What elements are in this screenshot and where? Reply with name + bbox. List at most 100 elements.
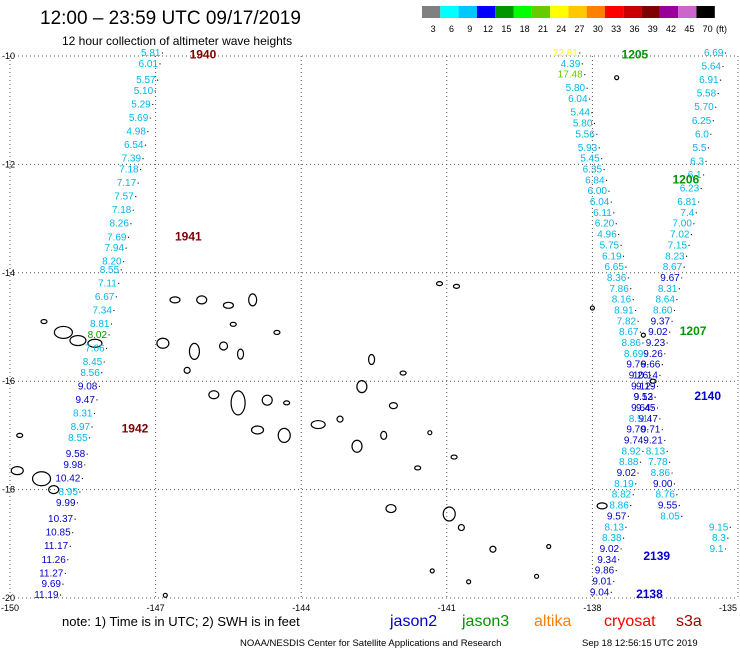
- legend-swatch: [586, 6, 605, 18]
- island-outline: [222, 301, 234, 309]
- wave-height-label: 9.47: [75, 395, 95, 406]
- island-outlines: [10, 75, 657, 598]
- wave-height-label: 9.01: [592, 576, 612, 587]
- map-area: 5.816.015.575.105.295.694.986.547.397.18…: [9, 48, 739, 601]
- track-point-marker: [79, 491, 81, 493]
- wave-height-label: 7.02: [670, 230, 690, 241]
- track-point-marker: [676, 299, 678, 301]
- track-point-marker: [647, 429, 649, 431]
- wave-height-label: 9.23: [646, 338, 666, 349]
- track-point-marker: [584, 74, 586, 76]
- track-point-marker: [664, 353, 666, 355]
- track-point-marker: [724, 548, 727, 550]
- wave-height-label: 4.98: [126, 127, 146, 138]
- island-outline: [183, 366, 191, 374]
- wave-height-label: 8.20: [102, 257, 122, 268]
- track-point-marker: [678, 288, 680, 290]
- wave-height-label: 6.20: [595, 219, 615, 230]
- legend-swatch: [568, 6, 587, 18]
- wave-height-label: 9.69: [41, 579, 61, 590]
- wave-height-label: 9.15: [709, 522, 729, 533]
- island-outline: [229, 321, 237, 327]
- wave-height-label: 8.67: [663, 262, 683, 273]
- wave-height-label: 6.91: [699, 75, 719, 86]
- satellite-legend-jason2: jason2: [389, 613, 437, 630]
- track-point-marker: [598, 147, 600, 149]
- track-point-marker: [686, 255, 688, 257]
- island-outline: [69, 334, 87, 347]
- wave-height-label: 9.47: [638, 414, 658, 425]
- track-point-marker: [91, 426, 93, 428]
- track-point-marker: [727, 537, 729, 539]
- legend-swatch: [659, 6, 679, 18]
- wave-height-label: 9.02: [648, 327, 668, 338]
- axis-tick-labels: -150 -147 -144 -141 -138 -135 -10 -12 -14 -16 -18 -…: [1, 51, 737, 613]
- wave-height-label: 5.57: [136, 75, 156, 86]
- track-point-marker: [622, 537, 625, 539]
- track-point-marker: [693, 223, 695, 225]
- wave-height-label: 6.04: [590, 197, 610, 208]
- footer-timestamp: Sep 18 12:56:15 UTC 2019: [582, 638, 698, 649]
- wave-height-label: 9.52: [634, 392, 654, 403]
- lon-tick-label: -138: [583, 603, 601, 613]
- wave-height-label: 9.21: [643, 436, 663, 447]
- track-left: 5.816.015.575.105.295.694.986.547.397.18…: [34, 48, 164, 601]
- track-point-marker: [605, 179, 608, 181]
- track-point-marker: [149, 117, 151, 119]
- legend-swatch: [641, 6, 660, 18]
- track-point-marker: [712, 120, 714, 122]
- track-point-marker: [581, 63, 583, 65]
- island-outline: [614, 75, 620, 81]
- track-point-marker: [81, 477, 83, 480]
- legend-swatch: [531, 6, 551, 18]
- legend-tick-label: 15: [501, 24, 511, 34]
- wave-height-label: 5.44: [571, 108, 591, 119]
- track-point-marker: [93, 412, 96, 415]
- island-outline: [596, 502, 608, 510]
- wave-height-label: 8.02: [88, 330, 108, 341]
- track-point-marker: [140, 168, 142, 171]
- track-point-marker: [144, 144, 147, 146]
- lon-tick-label: -144: [292, 603, 310, 613]
- wave-height-label: 6.25: [692, 116, 712, 127]
- track-right-1206: 6.69 5.64 6.91 5.58 5.70 6.25 6.0 5.5 6.3 6.1 6.23…: [590, 48, 727, 598]
- pass-number-label: 2139: [643, 549, 670, 563]
- wave-height-label: 7.06: [85, 343, 105, 354]
- wave-height-label: 8.55: [68, 433, 88, 444]
- track-point-marker: [69, 545, 71, 547]
- track-point-marker: [649, 418, 651, 420]
- wave-height-label: 10.42: [55, 473, 80, 484]
- wave-height-label: 8.82: [612, 490, 632, 501]
- lat-tick-label: -18: [2, 485, 15, 495]
- track-point-marker: [656, 385, 659, 387]
- track-point-marker: [98, 385, 100, 387]
- wave-height-label: 11.19: [34, 590, 59, 601]
- track-point-marker: [601, 158, 603, 160]
- wave-height-label: 9.45: [636, 403, 656, 414]
- satellite-legend: jason2 jason3 altika cryosat s3a: [389, 613, 702, 630]
- island-outline: [250, 425, 265, 435]
- legend-swatch: [605, 6, 624, 18]
- legend-tick-label: 27: [575, 24, 585, 34]
- island-outline: [53, 325, 73, 340]
- legend-swatch: [513, 6, 532, 18]
- track-point-marker: [603, 168, 605, 171]
- track-point-marker: [118, 282, 120, 284]
- track-point-marker: [620, 548, 622, 550]
- wave-height-label: 9.57: [607, 511, 627, 522]
- wave-height-label: 7.18: [112, 205, 132, 216]
- wave-height-label: 6.0: [695, 129, 709, 140]
- track-point-marker: [596, 133, 598, 135]
- wave-height-label: 5.80: [573, 118, 593, 129]
- track-point-marker: [700, 187, 702, 190]
- track-point-marker: [632, 299, 634, 301]
- wave-height-label: 6.84: [585, 175, 605, 186]
- island-outline: [640, 332, 646, 338]
- wave-height-label: 6.01: [139, 59, 159, 70]
- legend-swatch: [422, 6, 441, 18]
- footer-credit: NOAA/NESDIS Center for Satellite Applica…: [240, 638, 501, 649]
- wave-height-label: 9.12: [631, 381, 651, 392]
- island-outline: [385, 503, 397, 514]
- track-point-marker: [654, 396, 656, 398]
- wave-height-label: 9.74: [624, 436, 644, 447]
